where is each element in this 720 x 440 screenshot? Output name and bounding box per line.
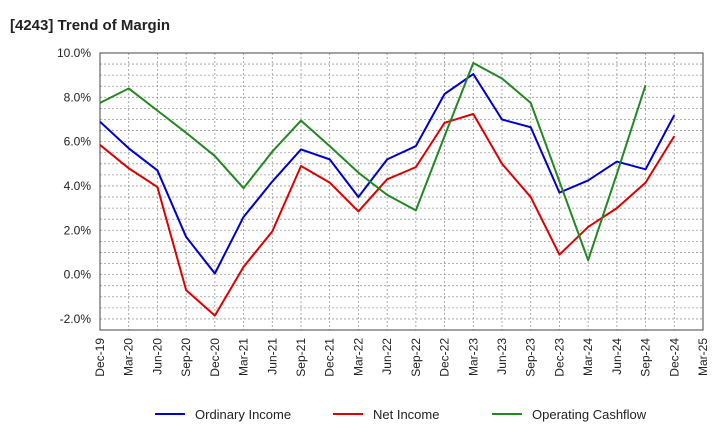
y-tick-label: 8.0% [64,90,92,104]
legend-label: Operating Cashflow [532,407,647,422]
x-tick-label: Jun-20 [150,338,164,375]
x-tick-label: Dec-23 [552,338,566,377]
x-tick-label: Mar-22 [351,338,365,376]
y-tick-label: 10.0% [57,46,91,60]
legend-label: Ordinary Income [195,407,291,422]
series-line-2 [99,61,647,262]
x-tick-label: Dec-24 [667,338,681,377]
series-line-0 [99,73,676,275]
series-lines [99,61,676,317]
legend-label: Net Income [373,407,439,422]
x-tick-label: Jun-23 [495,338,509,375]
legend: Ordinary Income Net Income Operating Cashf… [155,407,647,422]
y-tick-label: 0.0% [64,268,92,282]
x-tick-label: Sep-24 [639,338,653,377]
x-tick-label: Mar-20 [122,338,136,376]
x-tick-label: Dec-19 [93,338,107,377]
x-tick-label: Jun-22 [380,338,394,375]
x-tick-label: Dec-21 [323,338,337,377]
x-tick-label: Dec-20 [208,338,222,377]
x-tick-label: Mar-23 [466,338,480,376]
x-axis-ticks: Dec-19 Mar-20 Jun-20 Sep-20 Dec-20 Mar-21 Jun-… [93,338,710,377]
chart-title: [4243] Trend of Margin [10,17,170,34]
y-tick-label: 4.0% [64,179,92,193]
x-tick-label: Dec-22 [438,338,452,377]
x-tick-label: Jun-24 [610,338,624,375]
plot-frame [99,52,704,331]
y-tick-label: 2.0% [64,223,92,237]
x-tick-label: Mar-25 [696,338,710,376]
y-axis-ticks: -2.0% 0.0% 2.0% 4.0% 6.0% 8.0% 10.0% [57,46,91,326]
x-tick-label: Sep-20 [179,338,193,377]
x-tick-label: Sep-22 [409,338,423,377]
y-tick-label: -2.0% [60,312,92,326]
x-tick-label: Sep-23 [524,338,538,377]
x-tick-label: Mar-24 [581,338,595,376]
y-tick-label: 6.0% [64,135,92,149]
grid-lines [100,53,703,330]
x-tick-label: Mar-21 [237,338,251,376]
x-tick-label: Sep-21 [294,338,308,377]
x-tick-label: Jun-21 [265,338,279,375]
